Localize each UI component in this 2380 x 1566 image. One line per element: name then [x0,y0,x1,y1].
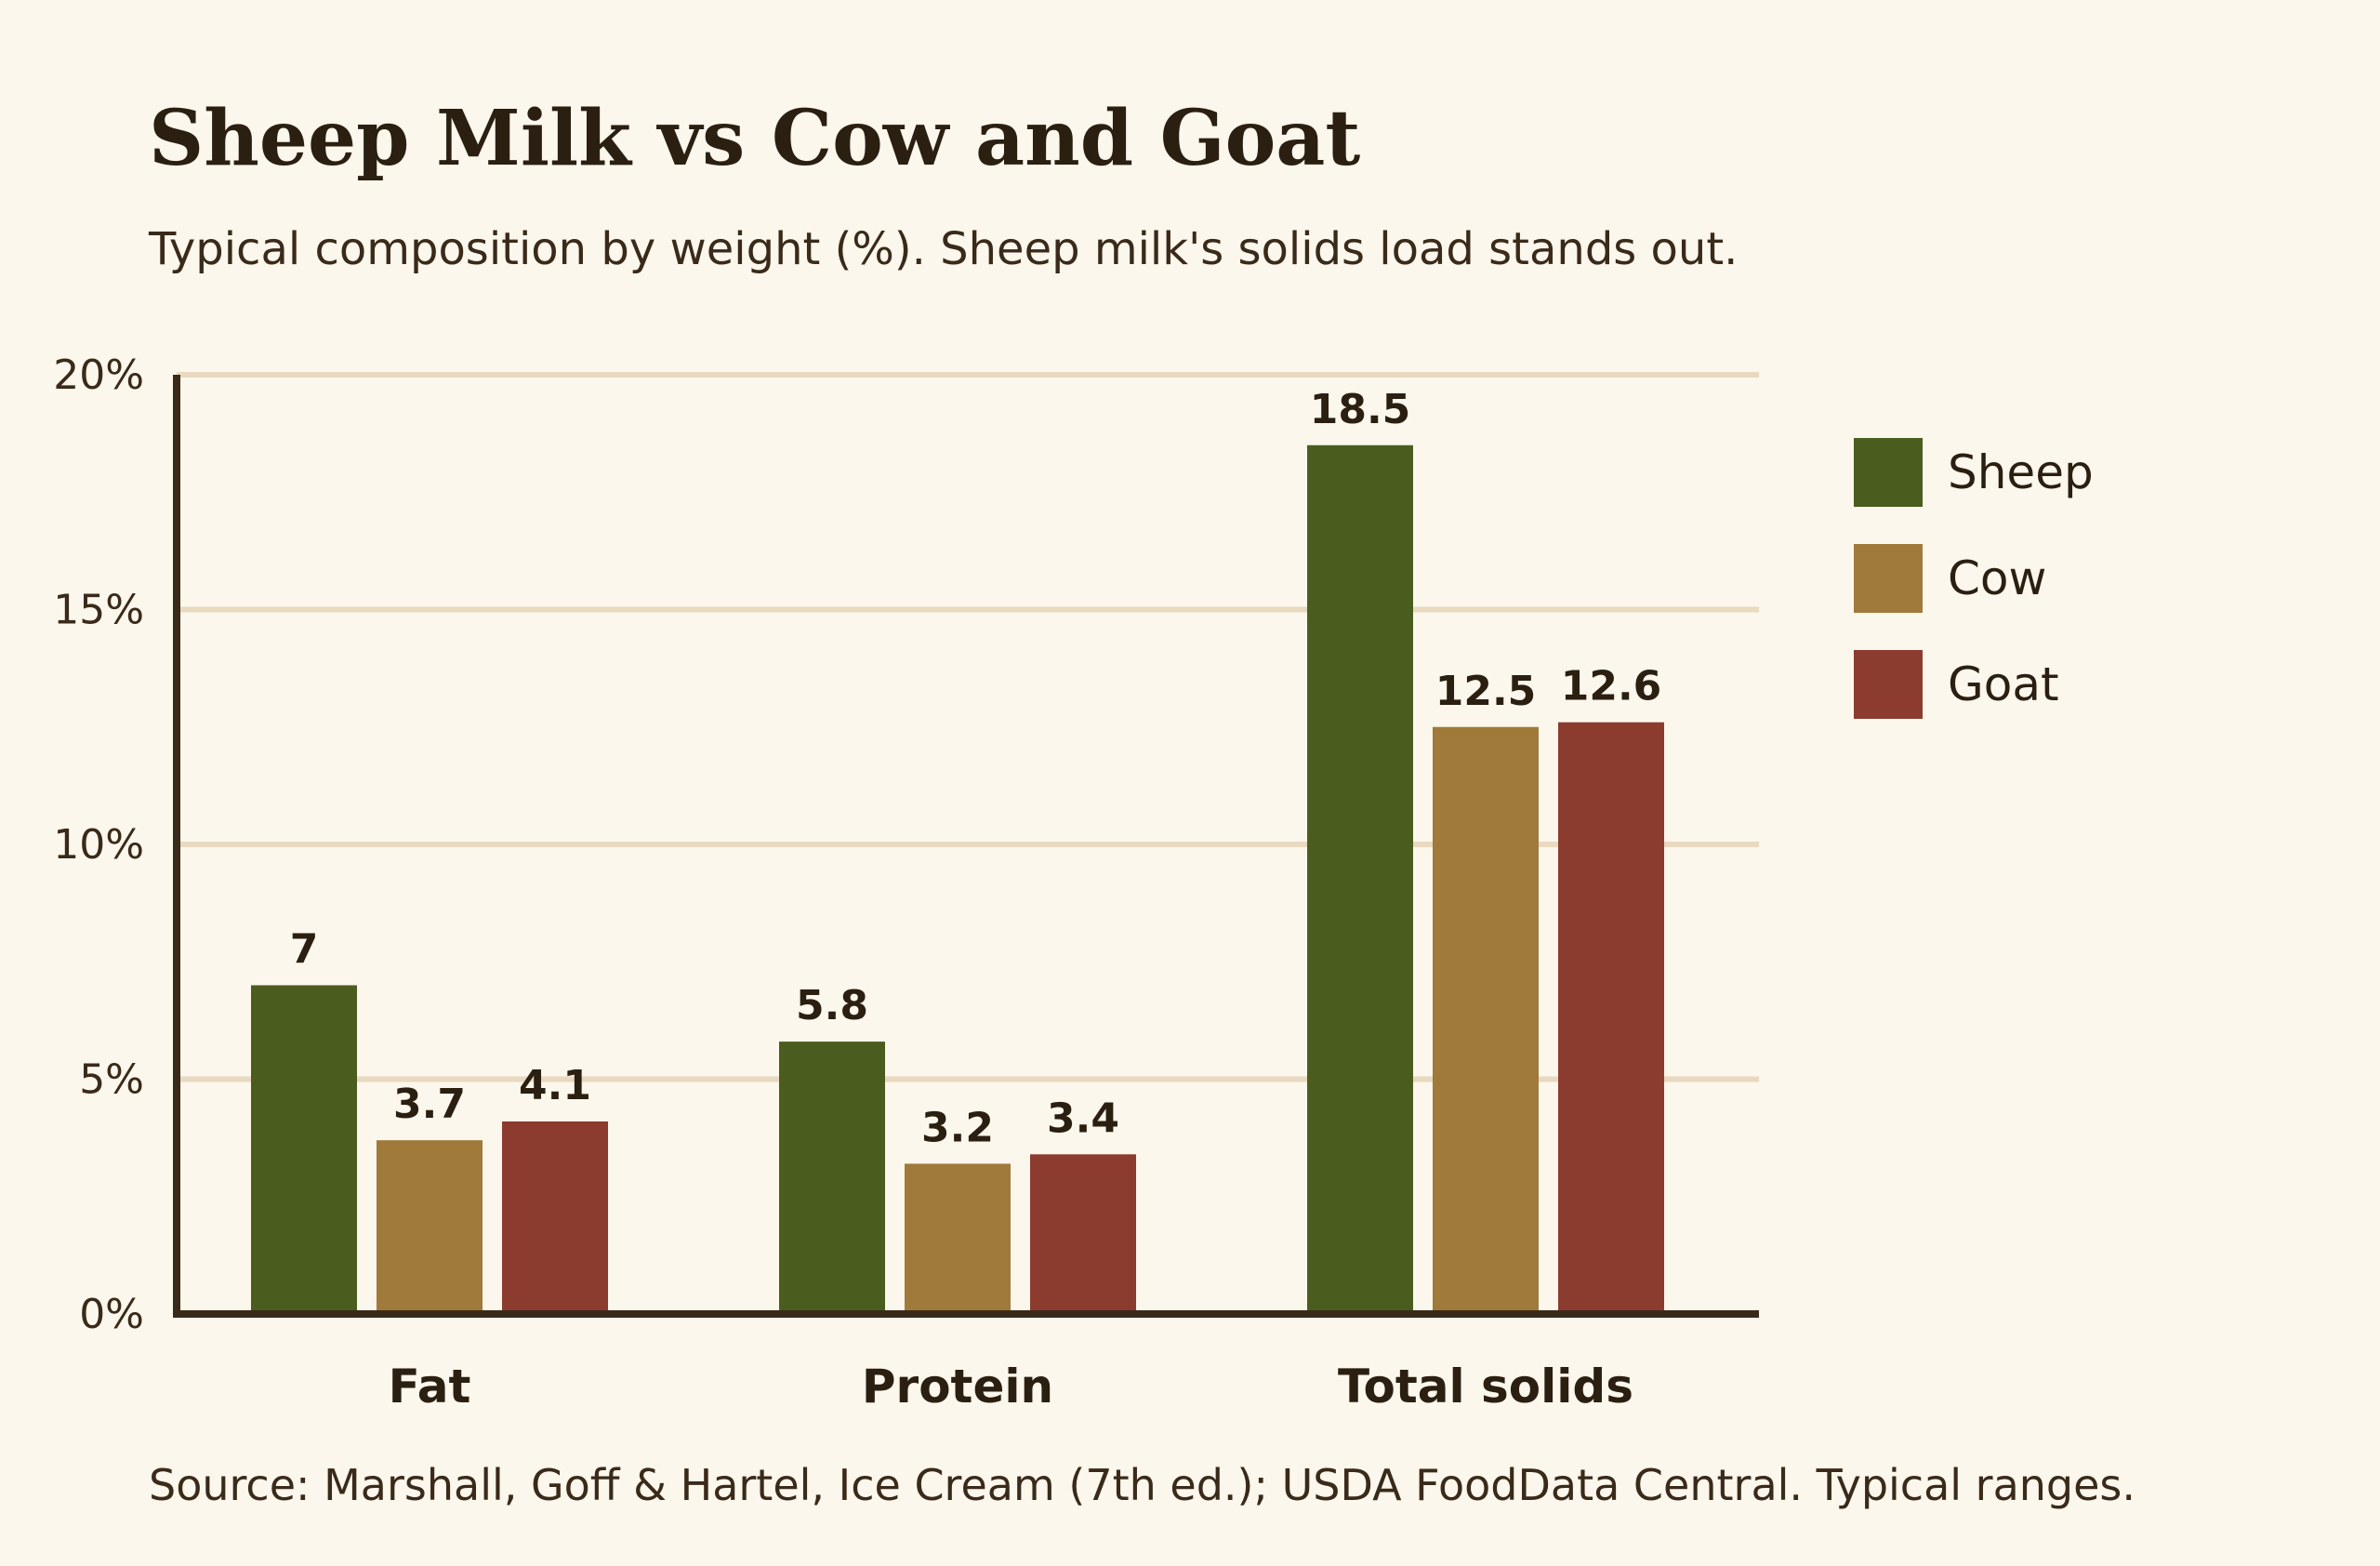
bar-goat-protein [1030,1154,1136,1314]
x-category-label: Protein [862,1360,1053,1413]
x-category-label: Total solids [1338,1360,1633,1413]
bars [251,445,1664,1314]
bar-value-label: 12.6 [1561,663,1662,710]
legend-swatch-goat [1854,650,1923,719]
legend-label-sheep: Sheep [1948,445,2094,499]
bar-value-label: 3.2 [921,1104,994,1151]
legend-label-goat: Goat [1948,657,2059,711]
bar-value-label: 7 [290,926,319,974]
y-axis-tick-labels: 0% 5% 10% 15% 20% [53,352,144,1338]
y-tick-label: 20% [53,352,144,399]
bar-value-labels: 7 3.7 4.1 5.8 3.2 3.4 18.5 12.5 12.6 [290,386,1662,1152]
y-tick-label: 0% [79,1291,144,1338]
y-tick-label: 15% [53,587,144,634]
bar-goat-total-solids [1558,722,1664,1314]
bar-cow-protein [905,1163,1011,1314]
y-tick-label: 5% [79,1056,144,1104]
bar-value-label: 18.5 [1310,386,1411,433]
bar-value-label: 12.5 [1435,668,1537,715]
bar-goat-fat [502,1121,608,1314]
bar-sheep-fat [251,985,357,1314]
y-tick-label: 10% [53,821,144,869]
chart-source-note: Source: Marshall, Goff & Hartel, Ice Cre… [149,1460,2136,1510]
legend-swatch-sheep [1854,438,1923,507]
legend-swatch-cow [1854,544,1923,613]
bar-cow-total-solids [1433,726,1539,1314]
legend: Sheep Cow Goat [1854,438,2094,719]
bar-sheep-total-solids [1307,445,1413,1314]
legend-label-cow: Cow [1948,551,2046,605]
bar-value-label: 4.1 [519,1062,591,1109]
chart-subtitle: Typical composition by weight (%). Sheep… [149,223,1739,275]
bar-value-label: 3.4 [1047,1095,1119,1142]
bar-value-label: 3.7 [393,1081,466,1128]
x-axis-category-labels: Fat Protein Total solids [389,1360,1633,1413]
bar-value-label: 5.8 [796,982,868,1029]
axes [173,375,1759,1318]
bar-sheep-protein [779,1042,885,1314]
x-category-label: Fat [389,1360,471,1413]
bar-cow-fat [377,1140,483,1314]
chart-title: Sheep Milk vs Cow and Goat [149,94,1361,183]
